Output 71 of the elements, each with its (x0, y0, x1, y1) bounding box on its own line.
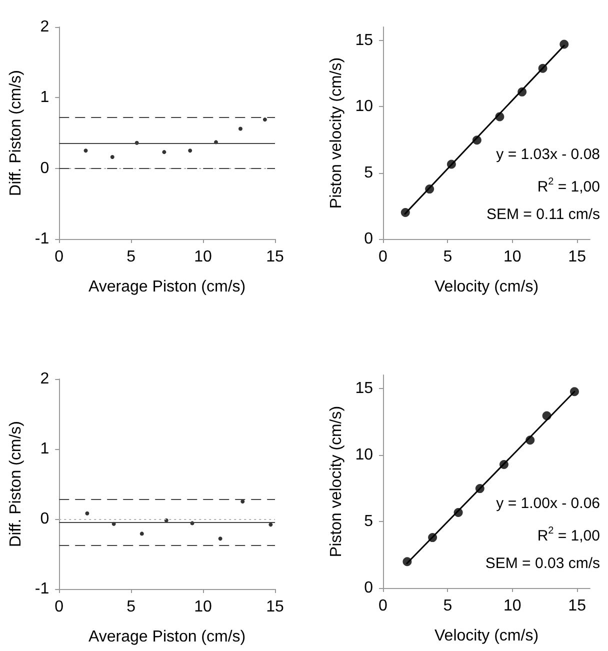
point (425, 184, 434, 194)
y-axis-title: Piston velocity (cm/s) (328, 57, 345, 209)
x-axis-title: Velocity (cm/s) (434, 628, 539, 644)
point (454, 508, 463, 518)
point (518, 87, 527, 96)
point (400, 208, 410, 217)
x-tick-label: 15 (266, 598, 284, 616)
y-tick-label: 5 (364, 512, 374, 530)
point (526, 436, 535, 445)
point (499, 460, 508, 469)
x-tick-label: 0 (378, 598, 388, 614)
x-axis-title: Average Piston (cm/s) (88, 278, 246, 296)
point (560, 40, 569, 49)
y-tick-label: 15 (355, 380, 374, 397)
y-tick-label: 0 (40, 510, 50, 528)
point (262, 118, 267, 122)
point (162, 150, 166, 154)
y-tick-label: 2 (40, 370, 50, 388)
x-tick-label: 10 (503, 248, 522, 266)
x-axis-title: Velocity (cm/s) (434, 278, 539, 296)
point (85, 511, 90, 516)
point (84, 148, 88, 153)
y-tick-label: 5 (364, 164, 374, 182)
point (188, 148, 192, 153)
y-tick-label: 1 (40, 89, 50, 106)
x-tick-label: 5 (126, 598, 136, 616)
x-tick-label: 0 (378, 248, 388, 266)
annotation: y = 1.00x - 0.06 (496, 495, 600, 512)
annotation: SEM = 0.03 cm/s (485, 555, 600, 572)
point (218, 536, 222, 541)
y-tick-label: 0 (40, 160, 50, 177)
point (475, 484, 484, 494)
x-tick-label: 0 (54, 248, 64, 266)
x-tick-label: 5 (126, 248, 136, 266)
x-tick-label: 15 (568, 598, 586, 614)
y-tick-label: 2 (40, 18, 50, 36)
point (428, 533, 438, 542)
y-axis-title: Piston velocity (cm/s) (328, 406, 345, 558)
x-tick-label: 0 (54, 598, 64, 616)
point (240, 500, 245, 504)
y-tick-label: 10 (355, 98, 374, 115)
x-axis-title: Average Piston (cm/s) (88, 628, 246, 646)
x-tick-label: 10 (503, 598, 522, 614)
y-axis-title: Diff. Piston (cm/s) (8, 421, 24, 547)
y-tick-label: 10 (355, 446, 374, 464)
annotation: SEM = 0.11 cm/s (486, 206, 600, 223)
x-tick-label: 5 (443, 248, 452, 266)
point (140, 532, 144, 536)
point (472, 136, 482, 145)
x-tick-label: 10 (194, 598, 212, 616)
x-tick-label: 15 (266, 248, 284, 266)
y-tick-label: 0 (364, 580, 374, 596)
point (495, 112, 504, 122)
y-tick-label: 1 (40, 440, 50, 458)
y-tick-label: -1 (34, 230, 50, 248)
y-axis-title: Diff. Piston (cm/s) (8, 70, 24, 196)
point (542, 411, 552, 420)
point (402, 557, 412, 566)
point (268, 522, 273, 527)
x-tick-label: 15 (568, 248, 586, 266)
point (570, 387, 579, 396)
point (238, 126, 242, 131)
y-tick-label: 0 (364, 230, 374, 248)
point (110, 155, 114, 160)
x-tick-label: 10 (194, 248, 212, 266)
y-tick-label: 15 (355, 32, 374, 49)
point (538, 64, 548, 73)
y-tick-label: -1 (34, 580, 50, 598)
x-tick-label: 5 (443, 598, 452, 614)
annotation: y = 1.03x - 0.08 (496, 146, 600, 163)
point (446, 160, 456, 169)
